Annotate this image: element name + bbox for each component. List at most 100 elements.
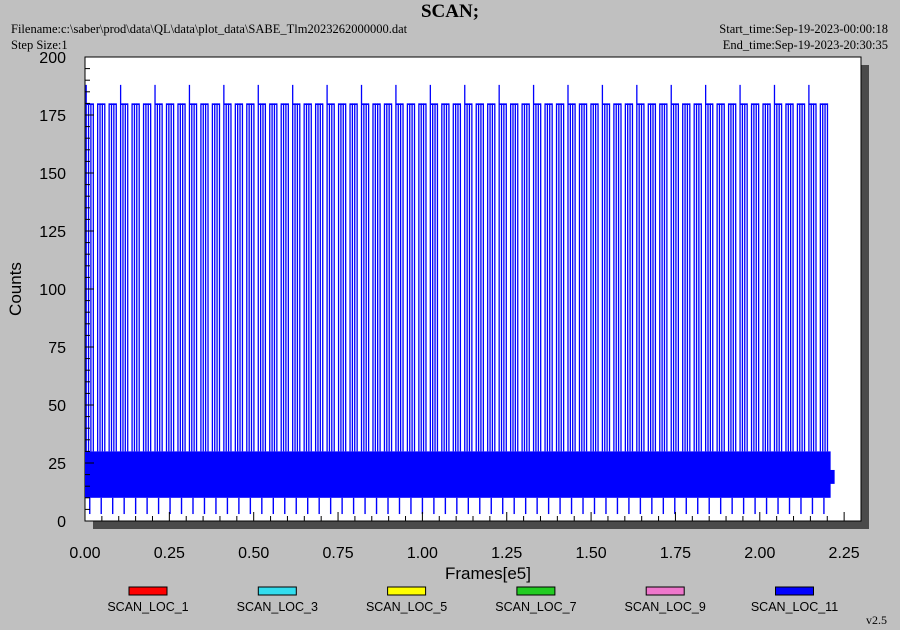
series-spike-top (418, 103, 426, 105)
series-spike-top (235, 103, 243, 105)
series-spike-top (671, 103, 679, 105)
series-spike-top (820, 103, 828, 105)
series-spike-top (292, 103, 300, 105)
y-tick-label: 25 (48, 456, 66, 473)
x-tick-label: 1.75 (660, 545, 691, 562)
legend-label: SCAN_LOC_7 (495, 600, 576, 614)
series-band (85, 451, 831, 498)
series-spike-top (499, 103, 507, 105)
series-spike-top (177, 103, 186, 105)
start-time-label: Start_time:Sep-19-2023-00:00:18 (719, 22, 888, 36)
series-spike-top (453, 103, 461, 105)
series-spike-top (636, 103, 644, 105)
x-tick-label: 1.25 (491, 545, 522, 562)
x-tick-label: 1.50 (576, 545, 607, 562)
end-time-label: End_time:Sep-19-2023-20:30:35 (722, 38, 888, 52)
legend: SCAN_LOC_1 SCAN_LOC_3 SCAN_LOC_5 SCAN_LOC_7… (107, 586, 838, 614)
series-spike-top (338, 103, 346, 105)
series-spike-top (132, 103, 140, 105)
series-spike-top (510, 103, 518, 105)
y-axis-label: Counts (6, 262, 25, 316)
series-spike-top (246, 103, 254, 105)
legend-label: SCAN_LOC_3 (237, 600, 318, 614)
series-spike-top (109, 103, 117, 105)
series-spike-top (407, 103, 415, 105)
series-spike-top (395, 103, 404, 105)
version-label: v2.5 (866, 613, 887, 627)
series-scan-loc-11 (85, 84, 835, 515)
y-tick-label: 0 (57, 514, 66, 531)
series-spike-top (533, 103, 541, 105)
x-tick-label: 1.00 (407, 545, 438, 562)
series-spike-top (579, 103, 587, 105)
legend-swatch (645, 586, 685, 596)
series-spike-top (430, 103, 438, 105)
series-spike-top (315, 103, 323, 105)
series-spike-top (155, 103, 163, 105)
series-spike-top (705, 103, 713, 105)
chart-title: SCAN; (420, 1, 480, 22)
series-spike-top (774, 103, 782, 105)
series-spike-top (717, 103, 725, 105)
series-spike-top (785, 103, 794, 105)
legend-label: SCAN_LOC_5 (366, 600, 447, 614)
series-spike-top (372, 103, 381, 105)
legend-swatch (516, 586, 556, 596)
series-spike-top (763, 103, 771, 105)
x-axis-label: Frames[e5] (445, 564, 531, 583)
x-tick-label: 0.00 (69, 545, 100, 562)
series-spike-top (327, 103, 335, 105)
series-spike-top (143, 103, 151, 105)
series-spike-top (350, 103, 358, 105)
y-tick-label: 50 (48, 398, 66, 415)
y-tick-label: 150 (39, 166, 66, 183)
series-spike-top (476, 103, 484, 105)
legend-label: SCAN_LOC_9 (625, 600, 706, 614)
series-spike-top (97, 103, 105, 105)
series-spike-top (304, 103, 312, 105)
x-tick-label: 0.50 (238, 545, 269, 562)
legend-label: SCAN_LOC_1 (107, 600, 188, 614)
series-spike-top (441, 103, 449, 105)
series-spike-top (682, 103, 690, 105)
series-spike-top (808, 103, 817, 105)
x-tick-label: 2.00 (744, 545, 775, 562)
series-spike-top (740, 103, 748, 105)
series-spike-top (212, 103, 220, 105)
series-spike-top (659, 103, 667, 105)
legend-swatch (387, 586, 427, 596)
series-spike-top (751, 103, 759, 105)
series-spike-top (590, 103, 599, 105)
series-spike-top (545, 103, 553, 105)
series-spike-top (797, 103, 805, 105)
x-tick-label: 2.25 (829, 545, 860, 562)
series-spike-top (86, 103, 94, 105)
series-spike-top (281, 103, 289, 105)
series-spike-top (602, 103, 610, 105)
x-tick-label: 0.25 (154, 545, 185, 562)
y-tick-label: 175 (39, 108, 66, 125)
y-tick-label: 200 (39, 50, 66, 67)
series-spike-top (694, 103, 702, 105)
y-tick-label: 100 (39, 282, 66, 299)
series-spike-top (728, 103, 736, 105)
series-spike-top (522, 103, 530, 105)
filename-label: Filename:c:\saber\prod\data\QL\data\plot… (11, 22, 408, 36)
series-spike-top (556, 103, 564, 105)
series-spike-top (361, 103, 369, 105)
series-spike-top (567, 103, 576, 105)
series-spike-top (625, 103, 633, 105)
series-spike-top (384, 103, 392, 105)
y-tick-label: 125 (39, 224, 66, 241)
series-spike-top (258, 103, 266, 105)
series-spike-top (189, 103, 197, 105)
series-spike-top (648, 103, 656, 105)
series-spike-top (269, 103, 277, 105)
series-spike-top (464, 103, 472, 105)
y-tick-label: 75 (48, 340, 66, 357)
legend-swatch (775, 586, 814, 596)
legend-swatch (257, 586, 297, 596)
series-spike-top (223, 103, 231, 105)
series-spike-top (166, 103, 174, 105)
